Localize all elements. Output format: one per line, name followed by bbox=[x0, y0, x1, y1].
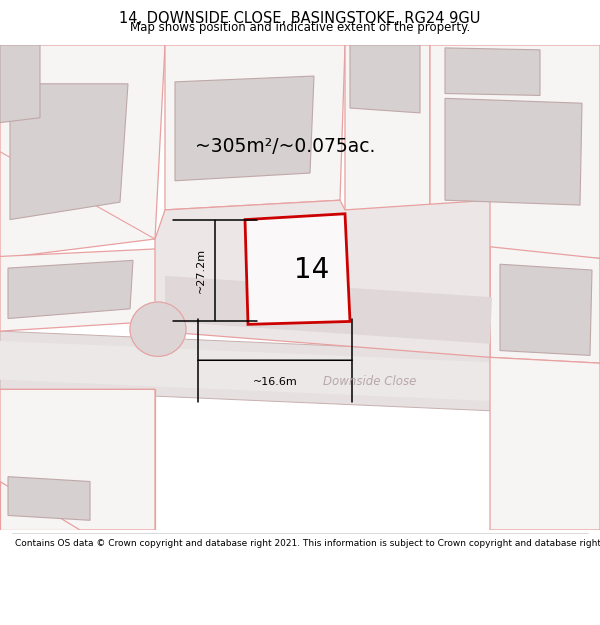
Text: ~27.2m: ~27.2m bbox=[196, 248, 206, 293]
Polygon shape bbox=[445, 98, 582, 205]
Text: ~16.6m: ~16.6m bbox=[253, 377, 298, 387]
Polygon shape bbox=[0, 45, 40, 123]
Polygon shape bbox=[165, 276, 492, 344]
Polygon shape bbox=[490, 357, 600, 530]
Polygon shape bbox=[345, 45, 430, 214]
Polygon shape bbox=[155, 200, 490, 358]
Polygon shape bbox=[8, 261, 133, 319]
Polygon shape bbox=[175, 76, 314, 181]
Polygon shape bbox=[445, 48, 540, 96]
Polygon shape bbox=[0, 341, 600, 406]
Text: Downside Close: Downside Close bbox=[323, 375, 416, 388]
Polygon shape bbox=[350, 45, 420, 113]
Polygon shape bbox=[245, 214, 350, 324]
Polygon shape bbox=[490, 247, 600, 363]
Polygon shape bbox=[0, 45, 165, 258]
Polygon shape bbox=[0, 249, 160, 331]
Text: 14: 14 bbox=[295, 256, 329, 284]
Text: Map shows position and indicative extent of the property.: Map shows position and indicative extent… bbox=[130, 21, 470, 34]
Polygon shape bbox=[0, 389, 155, 530]
Polygon shape bbox=[165, 45, 345, 210]
Polygon shape bbox=[500, 264, 592, 356]
Polygon shape bbox=[0, 389, 155, 530]
Polygon shape bbox=[8, 477, 90, 520]
Text: 14, DOWNSIDE CLOSE, BASINGSTOKE, RG24 9GU: 14, DOWNSIDE CLOSE, BASINGSTOKE, RG24 9G… bbox=[119, 11, 481, 26]
Polygon shape bbox=[430, 45, 600, 258]
Text: ~305m²/~0.075ac.: ~305m²/~0.075ac. bbox=[195, 138, 376, 156]
Text: Contains OS data © Crown copyright and database right 2021. This information is : Contains OS data © Crown copyright and d… bbox=[15, 539, 600, 549]
Polygon shape bbox=[10, 84, 128, 219]
Circle shape bbox=[130, 302, 186, 356]
Polygon shape bbox=[0, 331, 600, 416]
